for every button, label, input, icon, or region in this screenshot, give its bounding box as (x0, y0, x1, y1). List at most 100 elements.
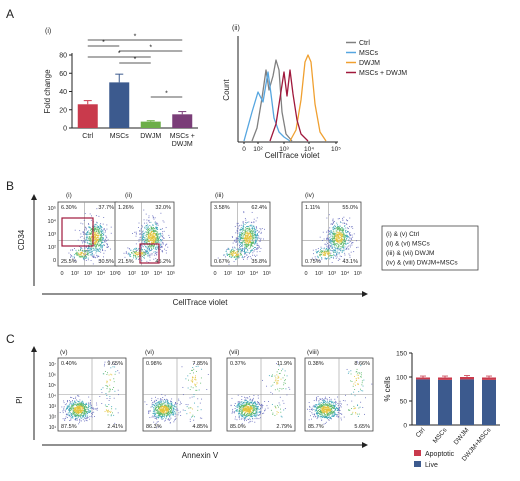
B-density-plot-dot (254, 247, 255, 248)
B-density-plot-dot (255, 232, 257, 234)
C-density-plot-dot (271, 375, 272, 377)
B-density-plot-dot (138, 256, 140, 258)
C-density-plot-dot (252, 415, 254, 417)
C-density-plot-dot (326, 413, 328, 415)
B-density-plot-dot (151, 242, 153, 244)
C-density-plot-dot (84, 407, 86, 408)
B-density-plot-dot (154, 238, 156, 240)
C-density-plot-dot (68, 400, 70, 402)
C-density-plot-dot (174, 411, 176, 413)
B-density-plot-dot (151, 232, 153, 234)
C-density-plot-dot (252, 406, 254, 408)
C-density-plot-dot (316, 404, 318, 405)
B-density-plot-dot (324, 252, 326, 254)
B-density-plot-dot (96, 239, 98, 241)
B-y-tick-label: 10⁴ (48, 218, 57, 225)
B-y-arrowhead (31, 194, 37, 200)
C-density-plot-dot (252, 399, 254, 401)
B-density-plot-dot (154, 221, 156, 223)
C-density-plot-dot (158, 406, 160, 408)
C-density-plot-dot (59, 412, 61, 414)
B-density-plot-dot (326, 251, 328, 253)
B-density-plot-dot (155, 230, 157, 232)
B-density-plot-dot (142, 251, 144, 253)
B-density-plot-dot (88, 224, 90, 225)
B-density-plot-dot (329, 255, 331, 256)
B-density-plot-dot (82, 257, 84, 259)
C-density-plot-dot (67, 401, 68, 403)
B-density-plot-dot (97, 233, 99, 235)
B-density-plot-dot (244, 217, 246, 219)
B-density-plot-dot (154, 240, 156, 242)
A-i-y-tick-label: 20 (59, 107, 67, 114)
C-density-plot-dot (159, 413, 161, 415)
C-density-plot-dot (332, 401, 334, 403)
B-density-plot-dot (250, 238, 252, 240)
B-density-plot-dot (99, 249, 101, 251)
B-density-plot-dot (152, 238, 154, 239)
C-density-plot-dot (242, 414, 244, 416)
B-density-plot-dot (153, 241, 155, 242)
B-density-plot-dot (158, 233, 160, 235)
B-density-plot-dot (142, 235, 144, 237)
B-density-plot-dot (350, 226, 352, 228)
C-density-plot-dot (148, 410, 150, 412)
C-density-plot-dot (151, 399, 153, 401)
B-density-plot-dot (147, 241, 149, 243)
B-density-plot-dot (325, 247, 327, 249)
B-density-plot-dot (244, 250, 245, 252)
C-density-plot-dot (168, 412, 170, 414)
C-density-plot-dot (276, 413, 278, 415)
B-density-plot-dot (151, 254, 153, 256)
C-density-plot-dot (171, 402, 173, 404)
B-density-plot-dot (240, 245, 242, 246)
B-density-plot-dot (147, 231, 149, 233)
B-density-plot-dot (347, 227, 349, 229)
B-density-plot-dot (342, 228, 344, 230)
C-density-plot-dot (255, 409, 257, 411)
B-density-plot-dot (236, 256, 238, 258)
B-density-plot-dot (331, 247, 333, 249)
C-density-plot-dot (247, 402, 248, 404)
B-density-plot-dot (105, 231, 106, 233)
C-density-plot-dot (111, 408, 113, 410)
B-density-plot-dot (246, 226, 248, 227)
B-density-plot-dot (130, 256, 132, 258)
C-density-plot-dot (156, 417, 158, 418)
C-density-plot-dot (76, 412, 78, 414)
B-density-plot-dot (93, 229, 95, 231)
B-density-plot-dot (329, 249, 331, 251)
C-density-plot-dot (92, 413, 94, 415)
C-density-plot-dot (317, 407, 319, 409)
B-density-plot-dot (151, 235, 153, 237)
B-density-plot-dot (95, 225, 97, 227)
B-density-plot-dot (253, 229, 255, 231)
B-density-plot-dot (143, 256, 145, 258)
B-density-plot-dot (102, 237, 104, 239)
B-density-plot-dot (258, 230, 260, 232)
C-density-plot-dot (268, 401, 270, 402)
B-density-plot-dot (100, 239, 102, 241)
B-density-plot-dot (244, 248, 246, 250)
B-density-plot-dot (100, 237, 102, 239)
B-density-plot-dot (90, 254, 92, 256)
B-density-plot-dot (338, 236, 340, 238)
B-density-plot-dot (236, 238, 238, 240)
C-density-plot-dot (173, 414, 174, 416)
B-density-plot-dot (245, 241, 247, 243)
C-density-plot-dot (244, 408, 246, 410)
B-density-plot-dot (252, 243, 253, 245)
C-density-plot-dot (340, 417, 342, 419)
C-density-plot-dot (251, 404, 253, 406)
B-density-plot-dot (243, 234, 245, 236)
B-density-plot-dot (232, 249, 234, 251)
C-density-plot-dot (162, 418, 164, 420)
B-density-plot-dot (102, 230, 104, 232)
B-density-plot-dot (239, 224, 241, 226)
B-density-plot-dot (155, 240, 156, 242)
C-density-plot-dot (72, 407, 74, 409)
C-density-plot-dot (318, 403, 320, 405)
B-density-plot-dot (241, 235, 242, 237)
B-density-plot-dot (254, 249, 256, 251)
C-density-plot-dot (108, 360, 110, 362)
